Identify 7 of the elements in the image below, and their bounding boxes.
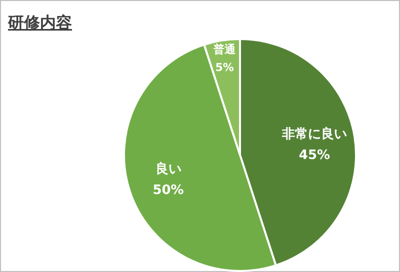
- slice-label: 良い: [155, 161, 182, 178]
- data-label: 5%: [215, 60, 234, 74]
- chart-title: 研修内容: [7, 13, 72, 32]
- data-label: 45%: [298, 148, 330, 163]
- slice-label: 非常に良い: [280, 126, 347, 142]
- slice-label: 普通: [212, 43, 237, 56]
- data-label: 50%: [152, 182, 184, 198]
